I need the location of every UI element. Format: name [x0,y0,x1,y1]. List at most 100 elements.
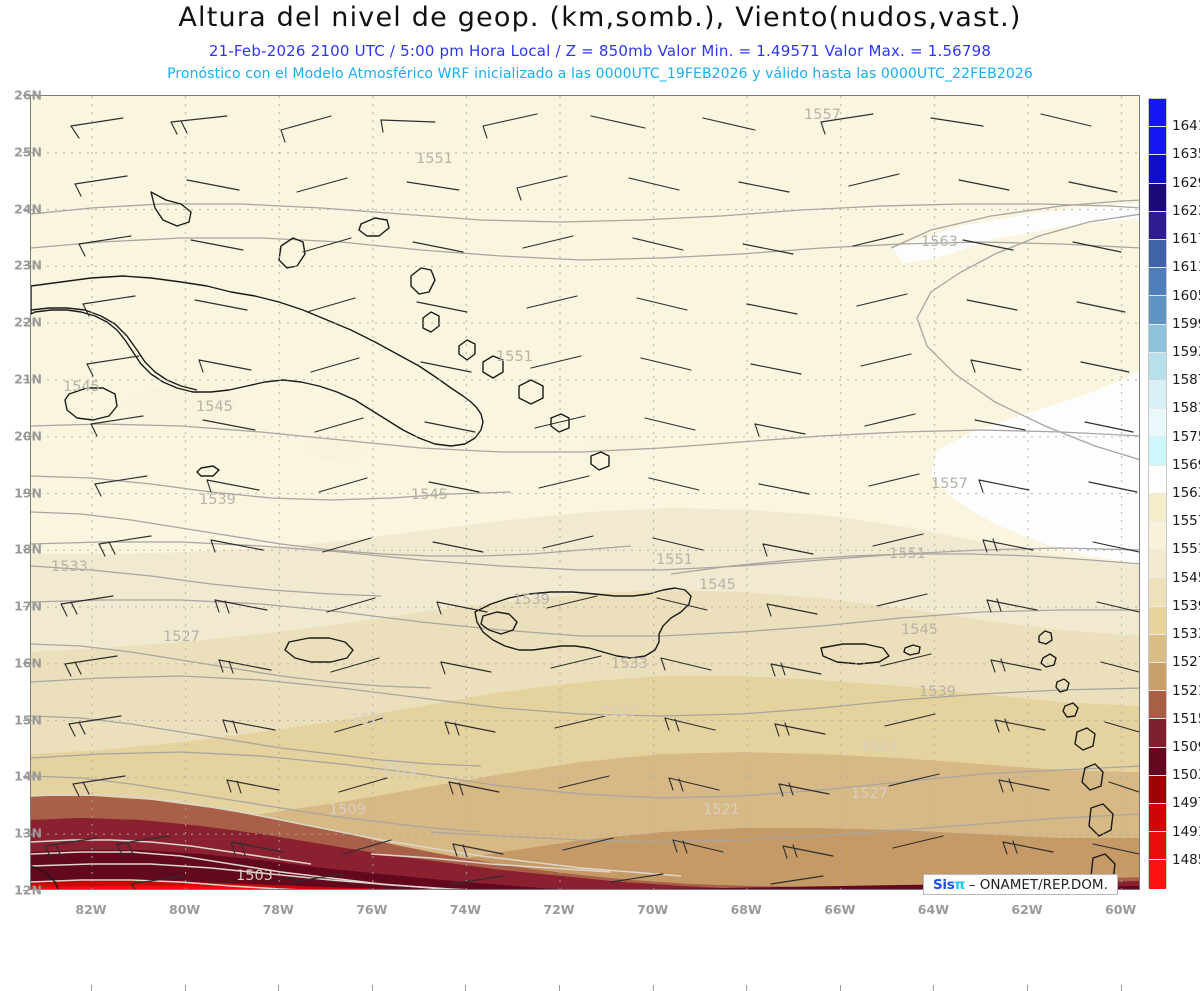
colorbar-tick-label: 1557 [1172,513,1200,530]
colorbar-tick-label: 1629 [1172,174,1200,191]
colorbar-swatch [1149,860,1166,889]
lat-tick-label: 23N [14,257,42,273]
colorbar-swatch [1149,240,1166,269]
colorbar-tick-label: 1599 [1172,315,1200,332]
svg-text:1527: 1527 [163,629,200,645]
colorbar-swatch [1149,832,1166,861]
lon-tick-label: 80W [169,902,201,917]
colorbar-tick-label: 1569 [1172,456,1200,473]
svg-text:1533: 1533 [861,739,898,755]
colorbar-swatch [1149,719,1166,748]
colorbar-swatch [1149,155,1166,184]
svg-text:1551: 1551 [496,349,533,365]
colorbar-swatch [1149,493,1166,523]
attribution-badge: Sis π – ONAMET/REP.DOM. [923,874,1118,895]
colorbar-swatch [1149,747,1166,776]
colorbar-tick-label: 1509 [1172,738,1200,755]
colorbar-tick-label: 1497 [1172,795,1200,812]
svg-text:1539: 1539 [513,592,550,608]
lon-tick-label: 74W [449,902,481,917]
colorbar-tick-label: 1533 [1172,626,1200,643]
svg-text:1545: 1545 [63,379,100,395]
lon-tick-label: 72W [543,902,575,917]
sis-logo-text: Sis [933,877,955,893]
svg-text:1563: 1563 [921,234,958,250]
colorbar-swatch [1149,99,1166,128]
svg-text:1539: 1539 [199,492,236,508]
colorbar-swatch [1149,296,1166,325]
svg-text:1533: 1533 [51,559,88,575]
colorbar-swatch [1149,804,1166,833]
svg-text:1545: 1545 [901,622,938,638]
map-plot-area: 1557 1551 1563 1551 1545 1545 1539 1545 … [23,95,1140,991]
colorbar-swatch [1149,465,1166,494]
colorbar-swatch [1149,352,1166,382]
lat-tick-label: 22N [14,314,42,330]
colorbar-swatch [1149,606,1166,635]
svg-text:1539: 1539 [919,684,956,700]
svg-text:1509: 1509 [329,802,366,818]
svg-text:1557: 1557 [931,476,968,492]
colorbar-swatch [1149,268,1166,297]
lon-tick-label: 64W [917,902,949,917]
chart-header: Altura del nivel de geop. (km,somb.), Vi… [0,0,1200,92]
colorbar-swatch [1149,324,1166,353]
colorbar-swatch [1149,437,1166,466]
colorbar-swatch [1149,550,1166,579]
lat-tick-label: 26N [14,87,42,103]
lat-tick-label: 12N [14,882,42,898]
colorbar-tick-label: 1563 [1172,485,1200,501]
colorbar[interactable] [1148,98,1167,889]
model-info-line: Pronóstico con el Modelo Atmosférico WRF… [167,66,1033,82]
svg-text:1503: 1503 [236,868,273,884]
colorbar-tick-label: 1617 [1172,231,1200,248]
colorbar-tick-label: 1545 [1172,569,1200,586]
colorbar-swatch [1149,775,1166,805]
colorbar-tick-label: 1587 [1172,372,1200,389]
colorbar-swatch [1149,691,1166,720]
svg-text:1545: 1545 [196,399,233,415]
colorbar-swatch [1149,127,1166,156]
chart-subtitle: 21-Feb-2026 2100 UTC / 5:00 pm Hora Loca… [208,42,992,60]
svg-text:1527: 1527 [851,786,888,802]
lat-tick-label: 13N [14,825,42,841]
svg-text:1551: 1551 [416,151,453,167]
lat-tick-label: 18N [14,541,42,557]
lon-tick-label: 68W [730,902,762,917]
colorbar-swatch [1149,183,1166,212]
weather-map[interactable]: 1557 1551 1563 1551 1545 1545 1539 1545 … [30,95,1140,890]
lon-tick-label: 70W [637,902,669,917]
colorbar-swatch [1149,409,1166,438]
lon-tick-label: 60W [1105,902,1137,917]
pi-logo-icon: π [954,877,966,893]
lat-tick-label: 16N [14,655,42,671]
svg-text:1527: 1527 [601,704,638,720]
lon-tick-label: 76W [356,902,388,917]
lat-tick-label: 20N [14,428,42,444]
lon-tick-label: 66W [824,902,856,917]
lat-tick-label: 24N [14,201,42,217]
svg-text:1551: 1551 [656,552,693,568]
colorbar-swatch [1149,211,1166,241]
lon-tick-label: 82W [75,902,107,917]
lat-tick-label: 21N [14,371,42,387]
page-title: Altura del nivel de geop. (km,somb.), Vi… [178,2,1022,33]
svg-text:1521: 1521 [703,802,740,818]
colorbar-tick-label: 1527 [1172,654,1200,671]
colorbar-tick-label: 1593 [1172,343,1200,360]
svg-text:1557: 1557 [804,107,841,123]
lon-tick-label: 62W [1011,902,1043,917]
colorbar-tick-label: 1635 [1172,146,1200,163]
svg-text:1545: 1545 [411,487,448,503]
colorbar-tick-label: 1515 [1172,710,1200,727]
colorbar-swatch [1149,578,1166,607]
colorbar-swatch [1149,381,1166,410]
lat-tick-label: 25N [14,144,42,160]
lat-tick-label: 19N [14,485,42,500]
svg-text:1533: 1533 [611,656,648,672]
colorbar-tick-label: 1521 [1172,682,1200,699]
lat-tick-label: 17N [14,598,42,614]
